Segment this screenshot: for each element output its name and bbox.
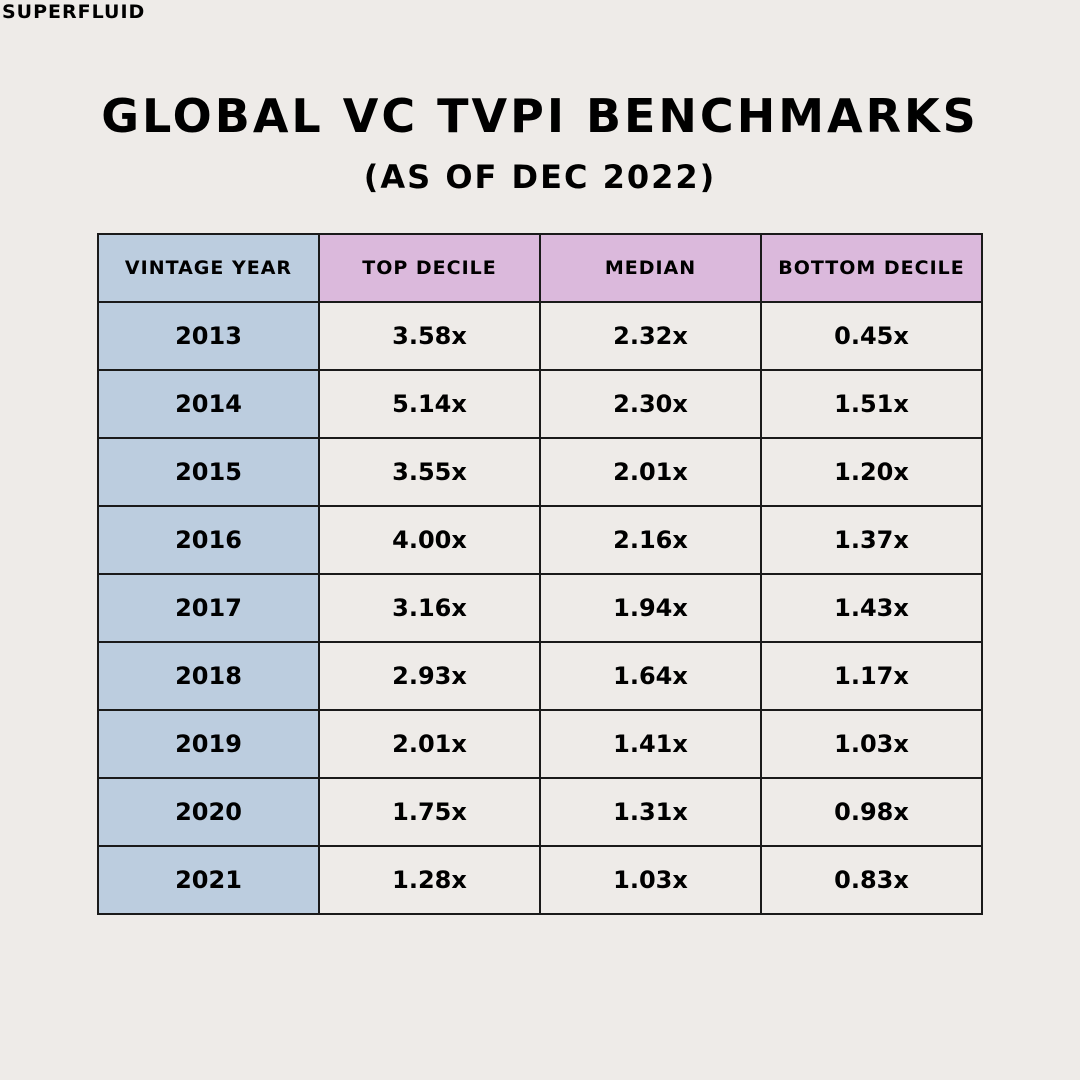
cell-year: 2018 bbox=[97, 641, 320, 711]
table-row: 2018 2.93x 1.64x 1.17x bbox=[97, 641, 983, 711]
header-bottom-decile: BOTTOM DECILE bbox=[760, 233, 983, 303]
cell-top-decile: 3.16x bbox=[318, 573, 541, 643]
cell-median: 2.32x bbox=[539, 301, 762, 371]
cell-bottom-decile: 1.20x bbox=[760, 437, 983, 507]
cell-top-decile: 5.14x bbox=[318, 369, 541, 439]
table-row: 2016 4.00x 2.16x 1.37x bbox=[97, 505, 983, 575]
cell-year: 2016 bbox=[97, 505, 320, 575]
cell-bottom-decile: 1.43x bbox=[760, 573, 983, 643]
cell-median: 1.41x bbox=[539, 709, 762, 779]
cell-bottom-decile: 0.98x bbox=[760, 777, 983, 847]
benchmarks-table: VINTAGE YEAR TOP DECILE MEDIAN BOTTOM DE… bbox=[97, 233, 983, 915]
table-body: 2013 3.58x 2.32x 0.45x 2014 5.14x 2.30x 1.51x 20… bbox=[97, 301, 983, 915]
cell-year: 2019 bbox=[97, 709, 320, 779]
cell-bottom-decile: 0.83x bbox=[760, 845, 983, 915]
cell-bottom-decile: 1.03x bbox=[760, 709, 983, 779]
table-row: 2013 3.58x 2.32x 0.45x bbox=[97, 301, 983, 371]
cell-top-decile: 4.00x bbox=[318, 505, 541, 575]
cell-bottom-decile: 1.51x bbox=[760, 369, 983, 439]
cell-top-decile: 3.55x bbox=[318, 437, 541, 507]
cell-top-decile: 1.28x bbox=[318, 845, 541, 915]
cell-median: 1.31x bbox=[539, 777, 762, 847]
chart-title: GLOBAL VC TVPI BENCHMARKS bbox=[101, 89, 979, 143]
cell-top-decile: 2.93x bbox=[318, 641, 541, 711]
cell-year: 2020 bbox=[97, 777, 320, 847]
chart-subtitle: (AS OF DEC 2022) bbox=[363, 158, 717, 196]
cell-bottom-decile: 0.45x bbox=[760, 301, 983, 371]
cell-median: 2.16x bbox=[539, 505, 762, 575]
cell-year: 2013 bbox=[97, 301, 320, 371]
table-row: 2017 3.16x 1.94x 1.43x bbox=[97, 573, 983, 643]
cell-year: 2017 bbox=[97, 573, 320, 643]
header-vintage-year: VINTAGE YEAR bbox=[97, 233, 320, 303]
cell-bottom-decile: 1.17x bbox=[760, 641, 983, 711]
table-row: 2021 1.28x 1.03x 0.83x bbox=[97, 845, 983, 915]
table-row: 2020 1.75x 1.31x 0.98x bbox=[97, 777, 983, 847]
cell-median: 2.30x bbox=[539, 369, 762, 439]
cell-year: 2021 bbox=[97, 845, 320, 915]
table-row: 2014 5.14x 2.30x 1.51x bbox=[97, 369, 983, 439]
header-median: MEDIAN bbox=[539, 233, 762, 303]
cell-bottom-decile: 1.37x bbox=[760, 505, 983, 575]
cell-median: 1.64x bbox=[539, 641, 762, 711]
cell-top-decile: 2.01x bbox=[318, 709, 541, 779]
header-row: VINTAGE YEAR TOP DECILE MEDIAN BOTTOM DE… bbox=[97, 233, 983, 303]
cell-median: 1.94x bbox=[539, 573, 762, 643]
brand-logo: SUPERFLUID bbox=[2, 1, 146, 23]
cell-median: 2.01x bbox=[539, 437, 762, 507]
cell-top-decile: 3.58x bbox=[318, 301, 541, 371]
table-row: 2015 3.55x 2.01x 1.20x bbox=[97, 437, 983, 507]
cell-top-decile: 1.75x bbox=[318, 777, 541, 847]
table-row: 2019 2.01x 1.41x 1.03x bbox=[97, 709, 983, 779]
header-top-decile: TOP DECILE bbox=[318, 233, 541, 303]
cell-median: 1.03x bbox=[539, 845, 762, 915]
cell-year: 2014 bbox=[97, 369, 320, 439]
cell-year: 2015 bbox=[97, 437, 320, 507]
